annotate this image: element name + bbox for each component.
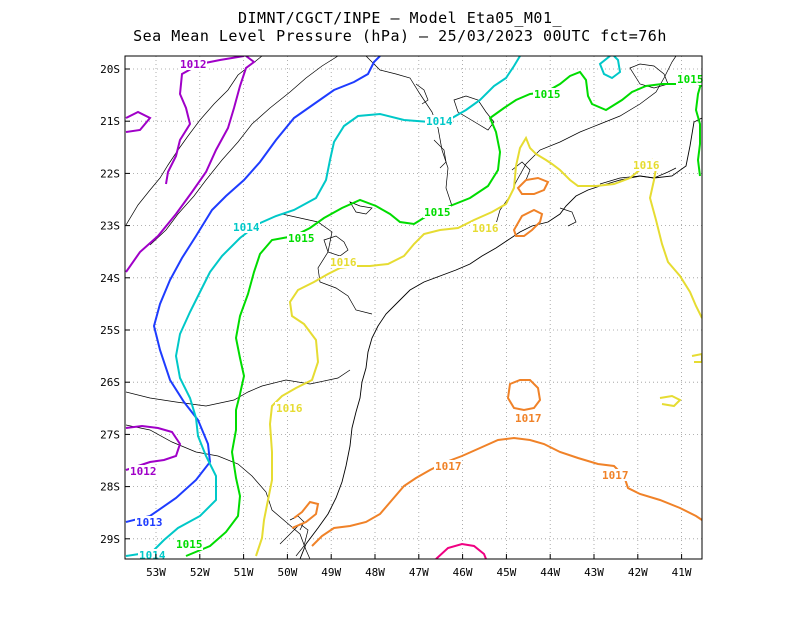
longitude-axis: 53W 52W 51W 50W 49W 48W 47W 46W 45W 44W 43W 42W 41W (146, 554, 692, 579)
lon-tick-label: 42W (628, 566, 648, 579)
contour-label-1015: 1015 (677, 73, 704, 86)
lat-tick-label: 29S (100, 533, 120, 546)
contour-label-1014: 1014 (426, 115, 453, 128)
coastline-and-borders (125, 56, 702, 559)
map-frame (124, 55, 703, 560)
contour-label-1014: 1014 (139, 549, 166, 562)
contour-label-1016: 1016 (330, 256, 357, 269)
lat-tick-label: 21S (100, 115, 120, 128)
lat-tick-label: 23S (100, 220, 120, 233)
lat-tick-label: 24S (100, 272, 120, 285)
lon-tick-label: 50W (277, 566, 297, 579)
lon-tick-label: 49W (321, 566, 341, 579)
map-title-line-2: Sea Mean Level Pressure (hPa) – 25/03/20… (133, 27, 667, 45)
lon-tick-label: 52W (190, 566, 210, 579)
grid-lines (125, 56, 702, 559)
contour-label-1015: 1015 (288, 232, 315, 245)
lat-tick-label: 20S (100, 63, 120, 76)
lon-tick-label: 45W (496, 566, 516, 579)
lat-tick-label: 22S (100, 167, 120, 180)
lon-tick-label: 47W (409, 566, 429, 579)
lon-tick-label: 44W (540, 566, 560, 579)
contour-label-1017: 1017 (602, 469, 629, 482)
contour-label-1016: 1016 (276, 402, 303, 415)
lon-tick-label: 46W (453, 566, 473, 579)
contour-label-1014: 1014 (233, 221, 260, 234)
lon-tick-label: 53W (146, 566, 166, 579)
contour-labels: 1012 1012 1013 1014 1014 1014 1015 1015 … (129, 58, 704, 562)
contour-label-1012: 1012 (180, 58, 207, 71)
contour-label-1015: 1015 (534, 88, 561, 101)
contour-label-1015: 1015 (424, 206, 451, 219)
lat-tick-label: 27S (100, 428, 120, 441)
contour-label-1017: 1017 (515, 412, 542, 425)
latitude-axis: 20S 21S 22S 23S 24S 25S 26S 27S 28S 29S (100, 63, 130, 546)
contour-label-1013: 1013 (136, 516, 163, 529)
lat-tick-label: 25S (100, 324, 120, 337)
contour-label-1016: 1016 (633, 159, 660, 172)
lon-tick-label: 41W (672, 566, 692, 579)
lon-tick-label: 43W (584, 566, 604, 579)
lat-tick-label: 28S (100, 481, 120, 494)
lon-tick-label: 51W (234, 566, 254, 579)
contour-label-1015: 1015 (176, 538, 203, 551)
contour-label-1016: 1016 (472, 222, 499, 235)
isobars (125, 56, 702, 559)
contour-label-1017: 1017 (435, 460, 462, 473)
lat-tick-label: 26S (100, 376, 120, 389)
lon-tick-label: 48W (365, 566, 385, 579)
map-title-line-1: DIMNT/CGCT/INPE – Model Eta05_M01_ (237, 9, 563, 27)
contour-label-1012: 1012 (130, 465, 157, 478)
